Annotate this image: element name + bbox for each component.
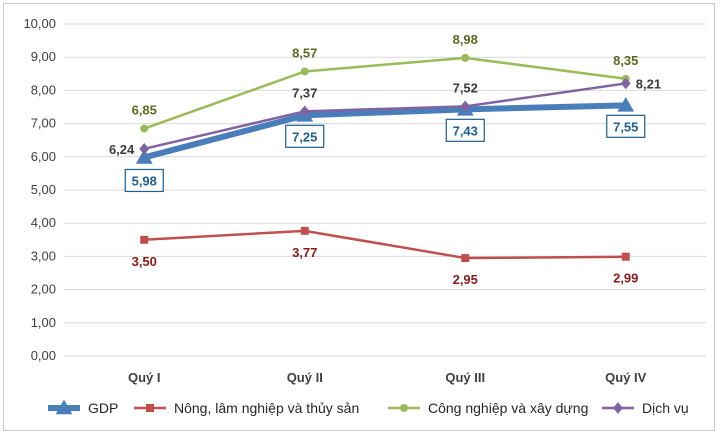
chart-frame: 0,00 1,00 2,00 3,00 4,00 5,00 6,00 7,00 8,00 9,00…	[3, 3, 715, 431]
data-point	[613, 402, 623, 414]
data-point	[400, 404, 408, 412]
y-tick-label: 7,00	[31, 116, 56, 131]
x-axis: Quý I Quý II Quý III Quý IV	[128, 370, 647, 385]
data-label: 8,35	[613, 53, 638, 68]
data-label-box	[124, 168, 164, 193]
series-lines	[135, 53, 635, 263]
data-point	[139, 142, 150, 155]
x-tick-label: Quý I	[128, 370, 161, 385]
legend-label: Nông, lâm nghiệp và thủy sản	[174, 400, 359, 416]
series-line	[144, 229, 626, 260]
y-tick-label: 10,00	[23, 16, 56, 31]
data-label: 6,85	[132, 103, 157, 118]
x-tick-label: Quý II	[287, 370, 323, 385]
y-tick-label: 5,00	[31, 182, 56, 197]
line-chart: 0,00 1,00 2,00 3,00 4,00 5,00 6,00 7,00 8,00 9,00…	[23, 16, 706, 416]
legend-label: Dịch vụ	[642, 400, 689, 416]
data-point	[460, 100, 471, 113]
data-point	[617, 96, 635, 112]
data-point	[300, 67, 309, 76]
data-label: 2,99	[613, 271, 638, 286]
data-label: 7,25	[292, 129, 317, 144]
y-tick-label: 3,00	[31, 248, 56, 263]
series-line	[143, 82, 626, 151]
data-label: 7,37	[292, 85, 317, 100]
data-point	[55, 399, 73, 415]
data-label: 6,24	[109, 142, 135, 157]
series-line	[143, 56, 626, 130]
data-point	[300, 226, 309, 235]
data-label: 2,95	[453, 272, 478, 287]
y-tick-label: 4,00	[31, 215, 56, 230]
y-tick-label: 9,00	[31, 49, 56, 64]
x-tick-label: Quý IV	[605, 370, 647, 385]
data-point	[461, 53, 470, 62]
data-label-box	[445, 118, 485, 142]
data-point	[299, 105, 310, 118]
data-label: 7,52	[453, 80, 478, 95]
data-label: 3,50	[132, 254, 157, 269]
data-label-box	[606, 114, 646, 138]
y-tick-label: 0,00	[31, 348, 56, 363]
y-tick-label: 6,00	[31, 149, 56, 164]
legend-label: Công nghiệp và xây dựng	[428, 400, 588, 416]
y-tick-label: 2,00	[31, 282, 56, 297]
x-tick-label: Quý III	[445, 370, 485, 385]
y-tick-label: 8,00	[31, 82, 56, 97]
data-label: 7,43	[453, 123, 478, 138]
data-point	[140, 124, 149, 133]
legend-label: GDP	[88, 400, 118, 416]
data-labels: 5,98 7,25 7,43 7,55 3,50 3,77 2,95 2,99 6,85 8,57…	[109, 32, 661, 287]
data-label: 7,55	[613, 119, 638, 134]
data-point	[621, 252, 630, 261]
data-label-box	[285, 124, 325, 148]
y-tick-label: 1,00	[31, 315, 56, 330]
data-label: 8,98	[453, 32, 478, 47]
series-line	[143, 102, 626, 161]
data-label: 5,98	[132, 173, 157, 188]
data-label: 8,57	[292, 45, 317, 60]
gridlines	[64, 23, 706, 357]
data-point	[146, 404, 154, 412]
data-label: 3,77	[292, 245, 317, 260]
data-point	[135, 149, 153, 164]
data-point	[620, 77, 631, 90]
data-point	[461, 254, 470, 263]
data-label: 8,21	[636, 76, 661, 91]
legend: GDP Nông, lâm nghiệp và thủy sản Công nghi…	[48, 399, 689, 416]
y-axis: 0,00 1,00 2,00 3,00 4,00 5,00 6,00 7,00 8,00 9,00…	[23, 16, 56, 363]
data-point	[140, 235, 149, 244]
